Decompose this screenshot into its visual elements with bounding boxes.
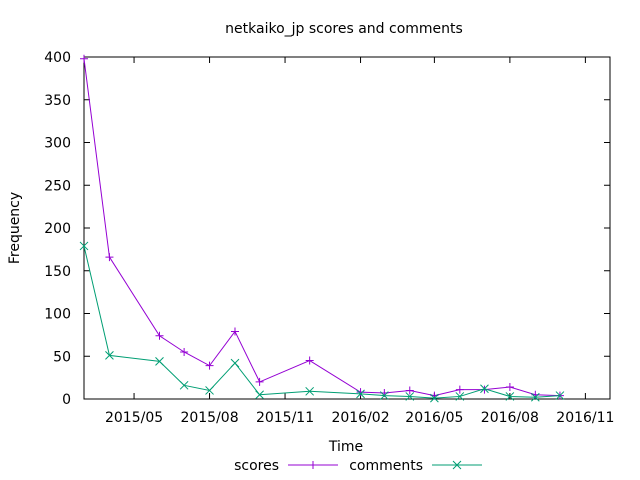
data-point-comments (555, 391, 565, 400)
x-tick-label: 2015/05 (105, 410, 163, 426)
data-point-scores (455, 385, 464, 394)
legend-marker-comments (452, 460, 462, 470)
plot-frame (83, 56, 611, 400)
data-point-scores (255, 377, 264, 386)
y-tick-label: 100 (44, 307, 71, 323)
data-point-comments (455, 392, 465, 401)
data-point-comments (430, 393, 439, 403)
data-point-comments (205, 386, 214, 395)
data-point-comments (179, 380, 189, 390)
data-point-comments (530, 392, 540, 402)
series-line-scores (83, 58, 560, 397)
y-tick-label: 50 (53, 349, 71, 365)
x-axis: 2015/05 2015/08 2015/11 2016/02 2016/05 2016/… (105, 57, 614, 426)
y-tick-label: 0 (62, 392, 71, 408)
y-axis: 0 50 100 150 200 250 300 350 400 (44, 50, 610, 408)
data-point-scores (305, 356, 314, 365)
data-point-scores (80, 54, 88, 63)
x-tick-label: 2016/08 (481, 410, 539, 426)
data-point-comments (79, 241, 89, 251)
data-point-comments (505, 392, 515, 401)
legend-label-scores: scores (234, 458, 279, 474)
data-point-scores (180, 347, 189, 356)
legend-label-comments: comments (349, 458, 423, 474)
data-point-comments (480, 384, 489, 394)
y-tick-label: 150 (44, 264, 71, 280)
data-point-scores (405, 386, 414, 395)
data-point-comments (305, 386, 315, 396)
data-point-scores (205, 361, 214, 370)
series-layer (79, 54, 565, 403)
series-scores (80, 54, 564, 400)
legend-marker-scores (309, 461, 317, 469)
y-tick-label: 400 (44, 50, 71, 66)
chart-title: netkaiko_jp scores and comments (225, 21, 463, 37)
y-tick-label: 350 (44, 93, 71, 109)
data-point-comments (105, 351, 114, 360)
y-tick-label: 300 (44, 136, 71, 152)
y-tick-label: 200 (44, 221, 71, 237)
data-point-scores (505, 383, 514, 392)
data-point-scores (105, 253, 114, 262)
data-point-comments (356, 389, 365, 399)
data-point-comments (405, 392, 415, 401)
data-point-comments (230, 358, 240, 368)
x-tick-label: 2016/11 (556, 410, 614, 426)
data-point-comments (379, 391, 389, 400)
x-tick-label: 2016/05 (405, 410, 463, 426)
series-line-comments (83, 245, 560, 399)
y-tick-label: 250 (44, 178, 71, 194)
x-tick-label: 2016/02 (331, 410, 389, 426)
data-point-scores (230, 327, 239, 336)
series-comments (79, 241, 565, 403)
x-axis-label: Time (328, 439, 363, 455)
y-axis-label: Frequency (7, 192, 23, 264)
data-point-scores (155, 331, 164, 340)
data-point-comments (155, 357, 164, 366)
data-point-comments (255, 390, 264, 400)
x-tick-label: 2015/08 (180, 410, 238, 426)
data-point-scores (356, 388, 365, 397)
legend: scores comments (234, 458, 482, 474)
x-tick-label: 2015/11 (256, 410, 314, 426)
